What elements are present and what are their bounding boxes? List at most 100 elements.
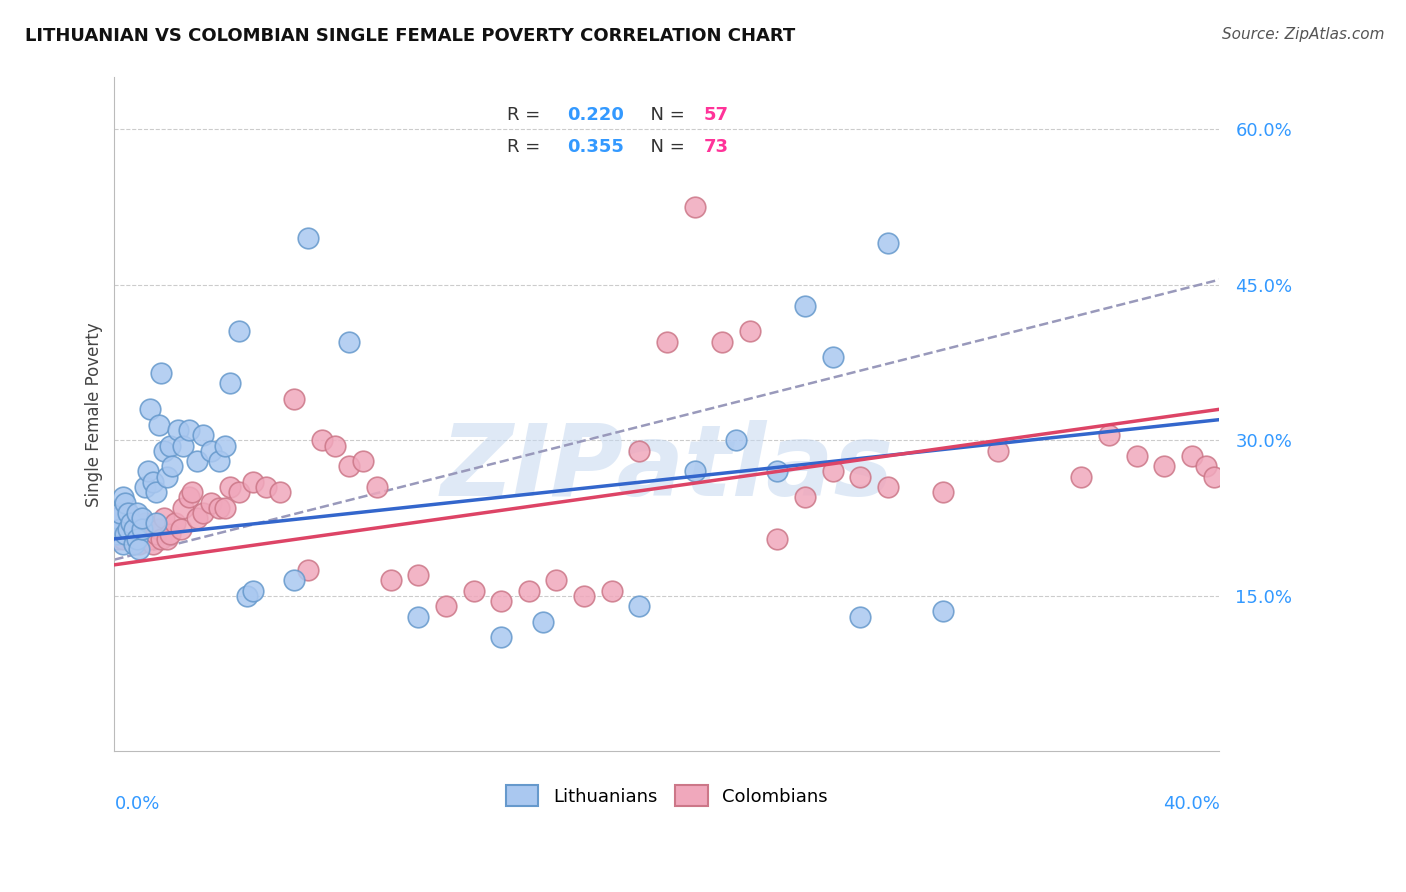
Point: [849, 609, 872, 624]
Y-axis label: Single Female Poverty: Single Female Poverty: [86, 322, 103, 507]
Point: [159, 526, 181, 541]
Point: [122, 522, 145, 536]
Point: [139, 402, 162, 417]
Point: [546, 574, 568, 588]
Point: [408, 609, 430, 624]
Point: [628, 599, 651, 614]
Point: [150, 366, 173, 380]
Point: [228, 485, 250, 500]
Point: [114, 522, 136, 536]
Point: [131, 532, 153, 546]
Point: [297, 231, 319, 245]
Point: [738, 325, 761, 339]
Point: [125, 522, 148, 536]
Text: R =: R =: [506, 105, 546, 123]
Point: [172, 500, 194, 515]
Point: [177, 491, 200, 505]
Point: [283, 392, 305, 406]
Point: [337, 459, 360, 474]
Point: [1070, 469, 1092, 483]
Point: [628, 443, 651, 458]
Point: [531, 615, 554, 629]
Point: [156, 469, 179, 483]
Text: 0.0%: 0.0%: [114, 796, 160, 814]
Point: [148, 417, 170, 432]
Point: [932, 485, 955, 500]
Point: [108, 511, 131, 525]
Point: [108, 522, 131, 536]
Legend: Lithuanians, Colombians: Lithuanians, Colombians: [499, 778, 835, 814]
Point: [122, 537, 145, 551]
Point: [655, 334, 678, 349]
Text: 0.220: 0.220: [568, 105, 624, 123]
Point: [572, 589, 595, 603]
Point: [1098, 428, 1121, 442]
Point: [111, 537, 134, 551]
Point: [159, 439, 181, 453]
Point: [172, 439, 194, 453]
Point: [219, 376, 242, 391]
Point: [134, 480, 156, 494]
Point: [1195, 459, 1218, 474]
Point: [200, 495, 222, 509]
Point: [297, 563, 319, 577]
Point: [517, 583, 540, 598]
Point: [180, 485, 202, 500]
Point: [821, 351, 844, 365]
Point: [214, 500, 236, 515]
Point: [114, 526, 136, 541]
Point: [114, 495, 136, 509]
Point: [145, 485, 167, 500]
Point: [136, 522, 159, 536]
Point: [191, 428, 214, 442]
Point: [117, 522, 139, 536]
Point: [352, 454, 374, 468]
Point: [148, 522, 170, 536]
Point: [167, 423, 190, 437]
Point: [1181, 449, 1204, 463]
Point: [142, 537, 165, 551]
Point: [139, 532, 162, 546]
Point: [766, 532, 789, 546]
Point: [242, 583, 264, 598]
Text: LITHUANIAN VS COLOMBIAN SINGLE FEMALE POVERTY CORRELATION CHART: LITHUANIAN VS COLOMBIAN SINGLE FEMALE PO…: [25, 27, 796, 45]
Point: [711, 334, 734, 349]
Point: [877, 480, 900, 494]
Point: [131, 511, 153, 525]
Point: [380, 574, 402, 588]
Text: R =: R =: [506, 138, 546, 156]
Point: [849, 469, 872, 483]
Point: [214, 439, 236, 453]
Point: [242, 475, 264, 489]
Point: [117, 506, 139, 520]
Point: [111, 532, 134, 546]
Text: N =: N =: [640, 105, 690, 123]
Point: [186, 511, 208, 525]
Point: [134, 516, 156, 531]
Point: [794, 491, 817, 505]
Point: [108, 506, 131, 520]
Point: [105, 526, 128, 541]
Point: [145, 516, 167, 531]
Point: [125, 506, 148, 520]
Point: [131, 522, 153, 536]
Point: [142, 475, 165, 489]
Point: [337, 334, 360, 349]
Point: [105, 511, 128, 525]
Point: [987, 443, 1010, 458]
Point: [283, 574, 305, 588]
Point: [254, 480, 277, 494]
Point: [186, 454, 208, 468]
Point: [208, 454, 231, 468]
Text: 57: 57: [703, 105, 728, 123]
Point: [408, 568, 430, 582]
Point: [120, 532, 142, 546]
Point: [932, 605, 955, 619]
Point: [269, 485, 291, 500]
Point: [434, 599, 457, 614]
Point: [108, 522, 131, 536]
Point: [683, 465, 706, 479]
Text: 40.0%: 40.0%: [1163, 796, 1219, 814]
Point: [600, 583, 623, 598]
Point: [191, 506, 214, 520]
